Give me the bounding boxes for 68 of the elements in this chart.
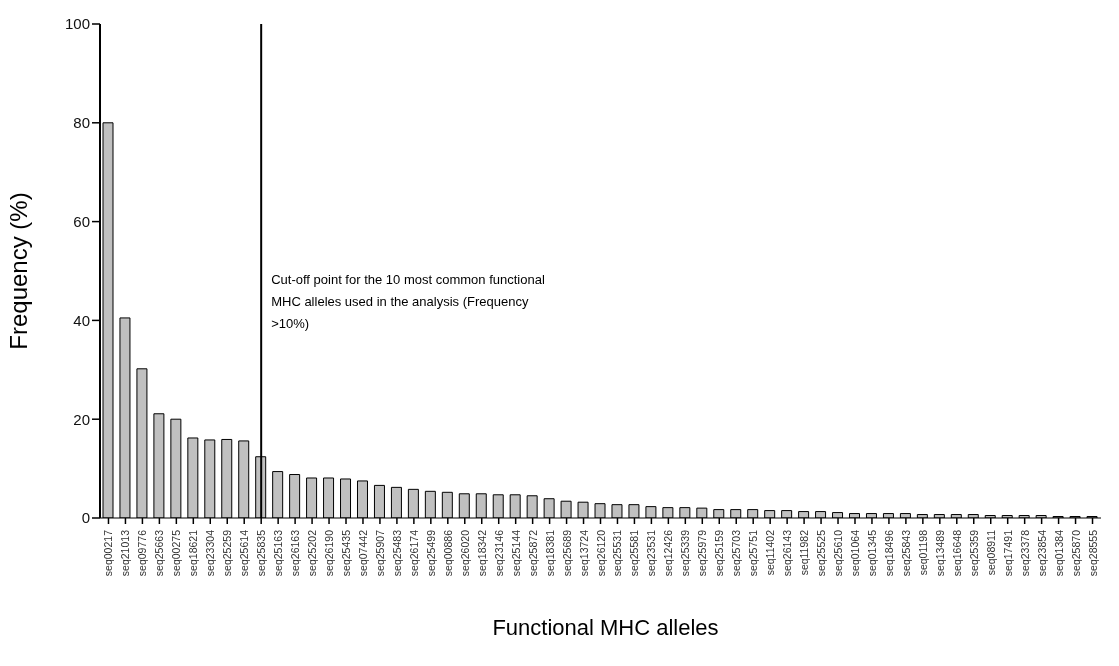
ref-line-label: Cut-off point for the 10 most common functional MHC alleles used in the analysis (Frequency >10%): [271, 271, 546, 333]
x-tick-label: seq25144: [509, 529, 522, 577]
x-tick-label: seq01064: [848, 529, 861, 577]
x-tick-label: seq18381: [543, 529, 556, 577]
x-tick-label: seq26174: [407, 529, 420, 577]
x-tick-label: seq07442: [356, 529, 369, 577]
x-tick-label: seq09776: [136, 529, 149, 577]
x-tick-label: seq01198: [916, 529, 929, 576]
x-tick-label: seq25872: [526, 529, 539, 577]
y-tick-label: 20: [73, 410, 90, 428]
y-tick-label: 80: [73, 114, 90, 132]
y-tick-label: 60: [73, 212, 90, 230]
x-tick-label: seq11402: [764, 529, 777, 576]
x-tick-label: seq08911: [984, 529, 997, 576]
x-tick-label: seq13724: [577, 529, 590, 577]
x-tick-label: seq25163: [272, 529, 285, 577]
x-tick-label: seq25663: [153, 529, 166, 577]
x-tick-label: seq25703: [730, 529, 743, 577]
x-tick-label: seq25751: [747, 529, 760, 577]
x-tick-label: seq25525: [815, 529, 828, 577]
x-tick-label: seq25979: [696, 529, 709, 577]
x-tick-label: seq23304: [204, 529, 217, 577]
y-tick-label: 100: [64, 15, 90, 33]
x-tick-label: seq11982: [798, 529, 811, 576]
x-tick-label: seq23378: [1018, 529, 1031, 577]
x-tick-label: seq25483: [390, 529, 403, 577]
x-tick-label: seq26190: [323, 529, 336, 577]
x-tick-label: seq25907: [373, 529, 386, 577]
x-tick-label: seq25202: [306, 529, 319, 577]
x-tick-label: seq25610: [832, 529, 845, 577]
x-tick-label: seq25339: [679, 529, 692, 577]
x-tick-label: seq21013: [119, 529, 132, 577]
x-tick-label: seq28555: [1086, 529, 1099, 577]
x-axis-title: Functional MHC alleles: [491, 615, 720, 641]
x-tick-label: seq23146: [492, 529, 505, 577]
x-tick-label: seq18496: [882, 529, 895, 577]
x-tick-label: seq26143: [781, 529, 794, 577]
y-axis-title: Frequency (%): [4, 192, 32, 350]
x-tick-label: seq25843: [899, 529, 912, 577]
x-tick-label: seq25159: [713, 529, 726, 577]
x-tick-label: seq12426: [662, 529, 675, 577]
x-tick-label: seq18621: [187, 529, 200, 577]
x-tick-label: seq25531: [611, 529, 624, 577]
x-tick-label: seq00886: [441, 529, 454, 577]
x-tick-label: seq17491: [1001, 529, 1014, 577]
x-tick-label: seq25581: [628, 529, 641, 577]
x-tick-label: seq25359: [967, 529, 980, 577]
x-tick-label: seq13489: [933, 529, 946, 577]
x-tick-label: seq01345: [865, 529, 878, 577]
x-tick-label: seq25259: [221, 529, 234, 577]
x-tick-label: seq25614: [238, 529, 251, 577]
x-tick-label: seq25870: [1069, 529, 1082, 577]
x-tick-label: seq25499: [424, 529, 437, 577]
x-tick-label: seq26163: [289, 529, 302, 577]
x-tick-label: seq26120: [594, 529, 607, 577]
x-tick-label: seq16648: [950, 529, 963, 577]
y-tick-label: 0: [81, 509, 90, 527]
x-tick-label: seq25835: [255, 529, 268, 577]
x-tick-label: seq25689: [560, 529, 573, 577]
y-tick-label: 40: [73, 311, 90, 329]
x-tick-label: seq00275: [170, 529, 183, 577]
x-tick-label: seq23854: [1035, 529, 1048, 577]
x-tick-label: seq01384: [1052, 529, 1065, 577]
x-tick-label: seq26020: [458, 529, 471, 577]
x-tick-label: seq18342: [475, 529, 488, 577]
x-tick-label: seq25435: [340, 529, 353, 577]
x-tick-label: seq23531: [645, 529, 658, 577]
x-tick-label: seq00217: [102, 529, 115, 577]
